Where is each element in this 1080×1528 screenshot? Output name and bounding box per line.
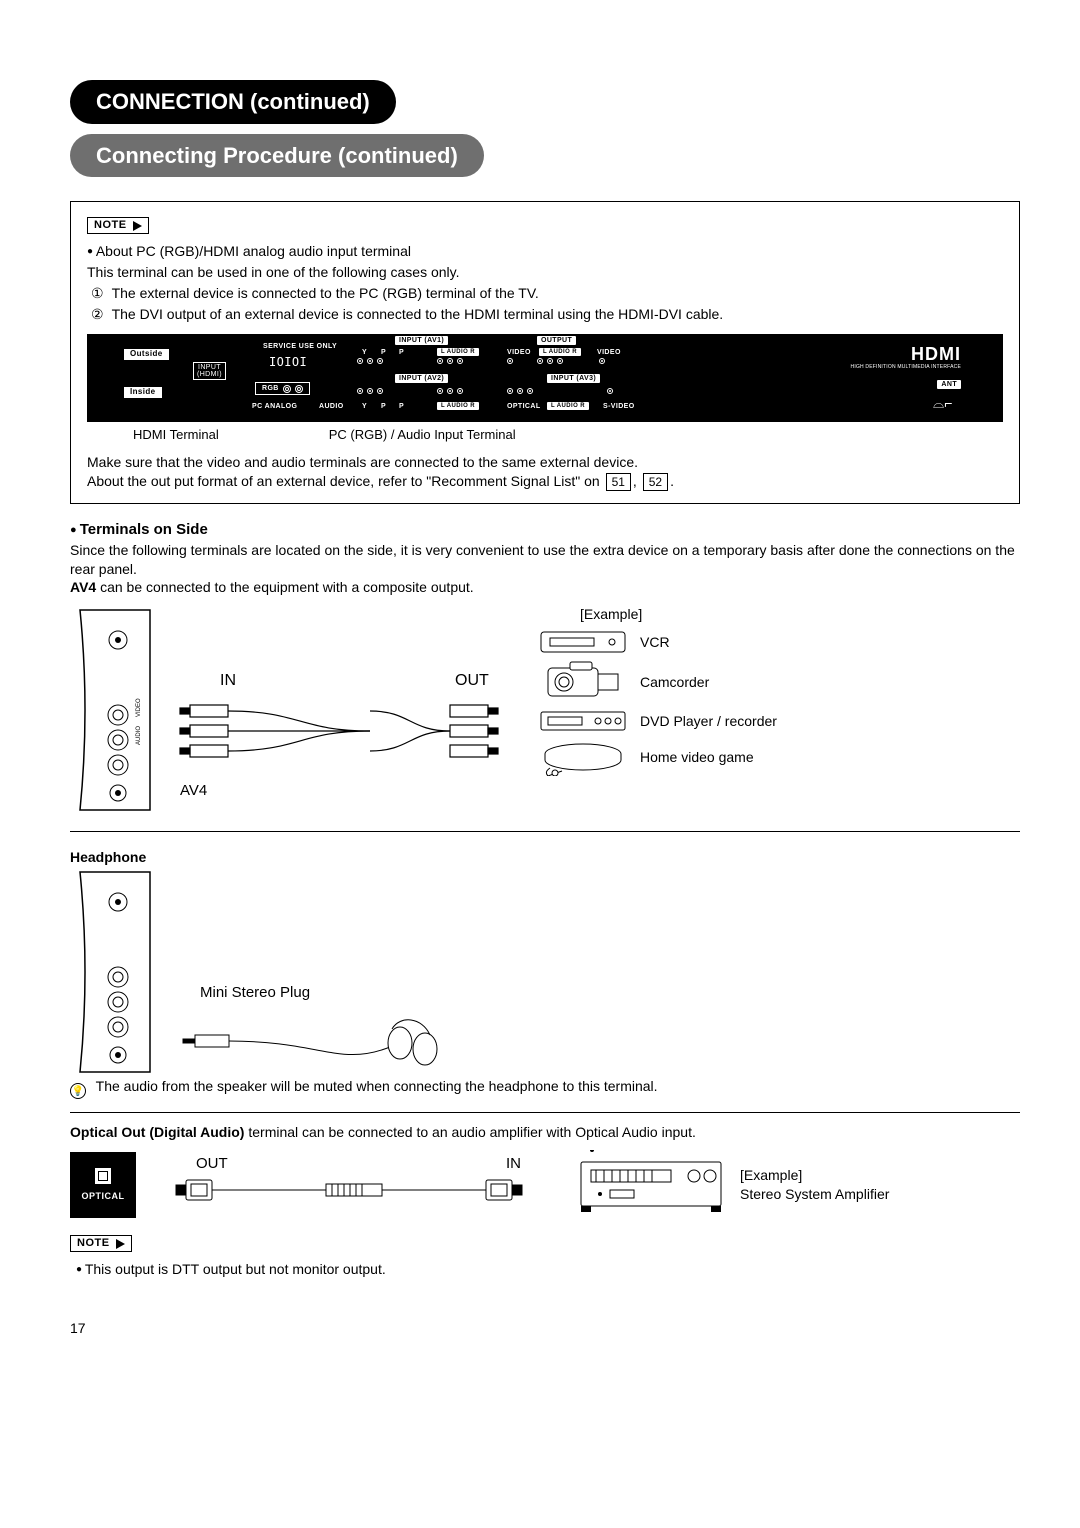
example-camcorder: Camcorder xyxy=(640,673,709,692)
optical-amp-label: Stereo System Amplifier xyxy=(740,1185,889,1204)
rgb-text: RGB xyxy=(262,384,279,393)
tip-icon: 💡 xyxy=(70,1083,86,1099)
label-service: SERVICE USE ONLY xyxy=(263,342,337,351)
av4-label: AV4 xyxy=(180,782,207,799)
vcr-icon xyxy=(540,628,626,656)
label-pr: P xyxy=(399,348,404,357)
optical-rest: terminal can be connected to an audio am… xyxy=(244,1124,695,1140)
optical-note-chip: NOTE xyxy=(70,1235,132,1252)
optical-example-label: [Example] xyxy=(740,1166,889,1185)
svg-text:Mini Stereo Plug: Mini Stereo Plug xyxy=(200,984,310,1001)
note-box-rgb-hdmi: NOTE About PC (RGB)/HDMI analog audio in… xyxy=(70,201,1020,504)
side-intro: Since the following terminals are locate… xyxy=(70,541,1020,579)
example-label: [Example] xyxy=(580,605,1020,624)
optical-box-label: OPTICAL xyxy=(82,1190,125,1202)
headphone-tip-text: The audio from the speaker will be muted… xyxy=(96,1078,658,1094)
example-dvd: DVD Player / recorder xyxy=(640,712,777,731)
optical-example-block: [Example] Stereo System Amplifier xyxy=(740,1166,889,1204)
divider-1 xyxy=(70,831,1020,832)
label-y2: Y xyxy=(362,402,367,411)
service-port-icon: IOIOI xyxy=(269,354,307,370)
example-game: Home video game xyxy=(640,748,754,767)
chip-ant: ANT xyxy=(937,380,961,389)
chip-av3: INPUT (AV3) xyxy=(547,374,600,383)
side-panel-av4-diagram: VIDEO AUDIO IN OUT xyxy=(70,605,510,815)
chip-av1: INPUT (AV1) xyxy=(395,336,448,345)
camcorder-icon xyxy=(540,660,626,704)
tag-outside: Outside xyxy=(123,348,170,361)
game-icon xyxy=(540,738,626,776)
svg-text:AUDIO: AUDIO xyxy=(136,726,142,745)
label-pb2: P xyxy=(381,402,386,411)
label-pr2: P xyxy=(399,402,404,411)
note-after-2a: About the out put format of an external … xyxy=(87,473,600,489)
dvd-icon xyxy=(540,708,626,734)
optical-intro: Optical Out (Digital Audio) terminal can… xyxy=(70,1123,1020,1142)
chip-laudio-4: L AUDIO R xyxy=(547,402,589,410)
ant-icon: ⌓⌐ xyxy=(933,394,953,413)
optical-diagram-row: OPTICAL OUT IN xyxy=(70,1150,1020,1220)
headphone-diagram: Mini Stereo Plug xyxy=(70,867,1020,1077)
list-num-1: ① xyxy=(91,284,104,303)
label-optical: OPTICAL xyxy=(507,402,541,411)
note-numbered-list: ① The external device is connected to the… xyxy=(91,284,1003,324)
label-pb: P xyxy=(381,348,386,357)
page-ref-51: 51 xyxy=(606,473,631,491)
subsection-title-pill: Connecting Procedure (continued) xyxy=(70,134,484,178)
note-after-2b: . xyxy=(670,473,674,489)
leader-labels: HDMI Terminal PC (RGB) / Audio Input Ter… xyxy=(133,426,1003,444)
page-number: 17 xyxy=(70,1319,1020,1338)
label-y: Y xyxy=(362,348,367,357)
label-pc-analog: PC ANALOG xyxy=(252,402,297,411)
label-svideo: S-VIDEO xyxy=(603,402,635,411)
optical-bold: Optical Out (Digital Audio) xyxy=(70,1124,244,1140)
optical-terminal-box: OPTICAL xyxy=(70,1152,136,1218)
in-label: IN xyxy=(220,672,236,689)
amplifier-icon xyxy=(576,1150,726,1220)
list-item-1: The external device is connected to the … xyxy=(112,284,539,303)
hdmi-sub: HIGH DEFINITION MULTIMEDIA INTERFACE xyxy=(851,364,961,371)
heading-headphone: Headphone xyxy=(70,848,1020,867)
example-devices: [Example] VCR Camcorder DVD Player / rec… xyxy=(540,605,1020,780)
optical-note: NOTE This output is DTT output but not m… xyxy=(70,1232,1020,1279)
optical-note-text: This output is DTT output but not monito… xyxy=(76,1260,1020,1279)
section-title-pill: CONNECTION (continued) xyxy=(70,80,396,124)
label-rgb: RGB xyxy=(255,382,310,395)
av4-bold: AV4 xyxy=(70,579,96,595)
label-input-hdmi: INPUT(HDMI) xyxy=(193,362,226,380)
out-label: OUT xyxy=(455,672,489,689)
note-after-2: About the out put format of an external … xyxy=(87,472,1003,491)
note-intro: This terminal can be used in one of the … xyxy=(87,263,1003,282)
tag-inside: Inside xyxy=(123,386,163,399)
chip-laudio-3: L AUDIO R xyxy=(539,348,581,356)
label-audio: AUDIO xyxy=(319,402,344,411)
svg-text:VIDEO: VIDEO xyxy=(136,698,142,717)
svg-text:OUT: OUT xyxy=(196,1155,228,1172)
leader-hdmi: HDMI Terminal xyxy=(133,426,219,444)
list-num-2: ② xyxy=(91,305,104,324)
chip-laudio-2: L AUDIO R xyxy=(437,402,479,410)
heading-terminals-on-side: Terminals on Side xyxy=(70,520,1020,540)
note-after-1: Make sure that the video and audio termi… xyxy=(87,453,1003,472)
page-ref-52: 52 xyxy=(643,473,668,491)
note-line-1: About PC (RGB)/HDMI analog audio input t… xyxy=(87,242,1003,261)
chip-av2: INPUT (AV2) xyxy=(395,374,448,383)
divider-2 xyxy=(70,1112,1020,1113)
av4-diagram-row: VIDEO AUDIO IN OUT xyxy=(70,605,1020,815)
av4-rest: can be connected to the equipment with a… xyxy=(96,579,473,595)
example-vcr: VCR xyxy=(640,633,670,652)
label-video: VIDEO xyxy=(507,348,531,357)
chip-laudio-1: L AUDIO R xyxy=(437,348,479,356)
optical-cable-diagram: OUT IN xyxy=(136,1150,576,1220)
list-item-2: The DVI output of an external device is … xyxy=(112,305,724,324)
headphone-tip: 💡 The audio from the speaker will be mut… xyxy=(70,1077,1020,1096)
av4-line: AV4 can be connected to the equipment wi… xyxy=(70,578,1020,597)
rear-panel-diagram: Outside Inside INPUT(HDMI) SERVICE USE O… xyxy=(87,334,1003,422)
hdmi-logo: HDMI xyxy=(911,342,961,366)
svg-text:IN: IN xyxy=(506,1155,521,1172)
label-video-2: VIDEO xyxy=(597,348,621,357)
chip-output: OUTPUT xyxy=(537,336,576,345)
leader-pc: PC (RGB) / Audio Input Terminal xyxy=(329,426,516,444)
note-chip: NOTE xyxy=(87,217,149,234)
